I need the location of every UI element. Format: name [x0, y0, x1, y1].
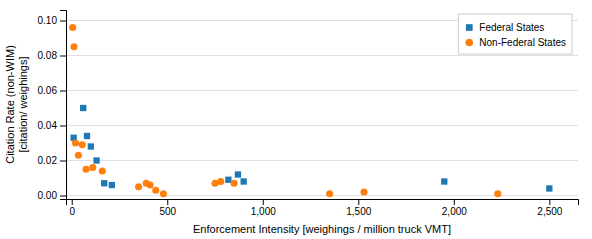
- point: [241, 178, 247, 184]
- point: [441, 178, 447, 184]
- point: [84, 133, 90, 139]
- tick-label: 500: [159, 206, 176, 217]
- tick: 0.02: [38, 155, 66, 166]
- point: [146, 181, 153, 188]
- grid-line: [66, 195, 578, 196]
- tick-label: 0.00: [38, 190, 58, 201]
- legend: Federal States Non-Federal States: [458, 14, 572, 54]
- tick-label: 0.06: [38, 85, 58, 96]
- point: [99, 167, 106, 174]
- y-axis: 0.00 0.02 0.04 0.06 0.08 0.10: [38, 11, 67, 202]
- chart: 0 500 1,000 1,500 2,000 2,500 0.00 0.02 0.04 0.06…: [0, 0, 592, 239]
- grid-line: [66, 55, 578, 56]
- point: [160, 190, 167, 197]
- point: [72, 139, 79, 146]
- tick-mark: [60, 21, 66, 22]
- point: [135, 183, 142, 190]
- plot: 0 500 1,000 1,500 2,000 2,500 0.00 0.02 0.04 0.06…: [38, 11, 579, 218]
- grid-line: [66, 160, 578, 161]
- point: [93, 157, 99, 163]
- legend-symbol: [465, 39, 473, 47]
- point: [360, 188, 367, 195]
- tick: 500: [159, 199, 176, 217]
- y-axis-title: Citation Rate (non-WIM)[citation/ weighi…: [4, 45, 29, 164]
- grid: [66, 21, 578, 196]
- legend-label: Federal States: [479, 22, 544, 33]
- tick-label: 2,000: [442, 206, 467, 217]
- tick-mark: [454, 199, 455, 205]
- tick-label: 1,000: [251, 206, 276, 217]
- tick: 1,500: [346, 199, 371, 217]
- legend-item: Federal States: [466, 22, 544, 33]
- point: [546, 185, 552, 191]
- grid-line: [66, 90, 578, 91]
- point: [231, 180, 238, 187]
- tick-mark: [549, 199, 550, 205]
- point: [82, 166, 89, 173]
- tick: 0.04: [38, 120, 66, 131]
- point: [494, 190, 501, 197]
- point: [89, 164, 96, 171]
- tick-label: 0.02: [38, 155, 58, 166]
- legend-label: Non-Federal States: [479, 37, 566, 48]
- tick-mark: [60, 196, 66, 197]
- point: [75, 152, 82, 159]
- tick-label: 2,500: [537, 206, 562, 217]
- tick-mark: [60, 56, 66, 57]
- tick-mark: [60, 161, 66, 162]
- tick-mark: [72, 199, 73, 205]
- point: [80, 105, 86, 111]
- x-axis: 0 500 1,000 1,500 2,000 2,500: [67, 199, 579, 217]
- point: [69, 24, 76, 31]
- tick-mark: [358, 199, 359, 205]
- legend-item: Non-Federal States: [465, 37, 566, 48]
- tick: 0.00: [38, 190, 66, 201]
- point: [152, 187, 159, 194]
- tick: 1,000: [251, 199, 276, 217]
- tick: 2,500: [537, 199, 562, 217]
- series: [70, 105, 552, 192]
- tick: 0.06: [38, 85, 66, 96]
- grid-line: [66, 125, 578, 126]
- point: [109, 182, 115, 188]
- tick-label: 0.10: [38, 15, 58, 26]
- point: [88, 143, 94, 149]
- tick: 0: [69, 199, 75, 217]
- tick: 2,000: [442, 199, 467, 217]
- legend-box: [458, 14, 572, 54]
- tick-mark: [60, 126, 66, 127]
- tick-mark: [60, 91, 66, 92]
- tick: 0.10: [38, 15, 66, 26]
- tick-mark: [263, 199, 264, 205]
- tick: 0.08: [38, 50, 66, 61]
- tick-label: 0.04: [38, 120, 58, 131]
- tick-mark: [167, 199, 168, 205]
- point: [235, 171, 241, 177]
- x-axis-title: Enforcement Intensity [weighings / milli…: [193, 223, 451, 235]
- point: [326, 190, 333, 197]
- series: [69, 24, 501, 197]
- axis-line: [60, 11, 67, 200]
- tick-label: 1,500: [346, 206, 371, 217]
- tick-label: 0: [69, 206, 75, 217]
- axis-line: [67, 200, 579, 206]
- point: [79, 141, 86, 148]
- point: [101, 180, 107, 186]
- legend-symbol: [466, 24, 473, 31]
- tick-label: 0.08: [38, 50, 58, 61]
- point: [217, 178, 224, 185]
- point: [225, 177, 231, 183]
- point: [70, 43, 77, 50]
